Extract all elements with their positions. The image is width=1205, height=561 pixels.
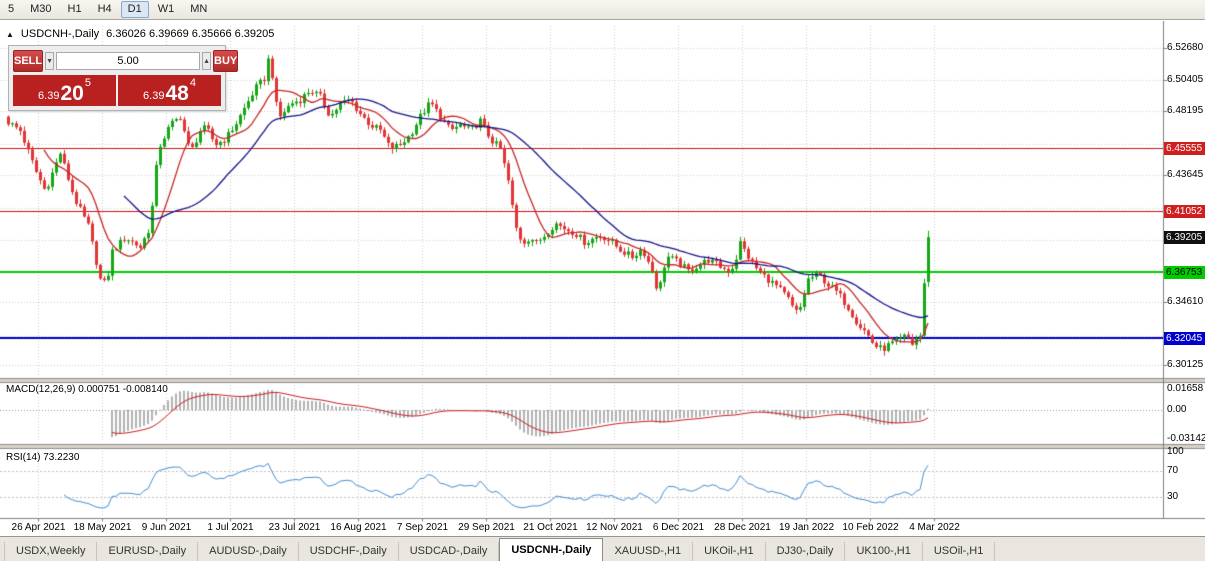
trade-prices-row: 6.39 20 5 6.39 48 4 [13,75,221,106]
volume-increase-button[interactable]: ▲ [202,52,211,70]
date-label: 7 Sep 2021 [396,522,449,533]
buy-price-display[interactable]: 6.39 48 4 [118,75,221,106]
timeframe-button-w1[interactable]: W1 [157,3,175,15]
price-line-tag: 6.45555 [1164,142,1205,156]
chart-tab-eurusd-daily[interactable]: EURUSD-,Daily [97,542,199,561]
one-click-toggle-icon[interactable]: ▲ [6,29,14,39]
date-label: 18 May 2021 [73,522,132,533]
chart-tab-ukoil-h1[interactable]: UKOil-,H1 [693,542,766,561]
price-line-tag: 6.41052 [1164,205,1205,219]
date-label: 26 Apr 2021 [11,522,66,533]
timeframe-button-m30[interactable]: M30 [30,3,52,15]
chart-area: ▲ USDCNH-,Daily 6.36026 6.39669 6.35666 … [0,21,1205,535]
chart-tab-dj30-daily[interactable]: DJ30-,Daily [766,542,846,561]
chart-tab-usoil-h1[interactable]: USOil-,H1 [923,542,996,561]
macd-axis-label: 0.01658 [1167,383,1204,394]
macd-axis-label: 0.00 [1167,403,1187,415]
price-axis-label: 6.50405 [1167,73,1204,85]
buy-price-pip: 4 [189,77,196,89]
timeframe-button-mn[interactable]: MN [190,3,208,15]
chart-tab-usdx-weekly[interactable]: USDX,Weekly [4,542,98,561]
chart-tab-usdchf-daily[interactable]: USDCHF-,Daily [299,542,399,561]
price-axis-label: 6.48195 [1167,105,1204,116]
sell-button[interactable]: SELL [13,50,44,72]
price-line-tag: 6.36753 [1164,265,1205,279]
timeframe-button-h4[interactable]: H4 [97,3,112,15]
sell-price-pip: 5 [84,77,91,89]
macd-indicator-label: MACD(12,26,9) 0.000751 -0.008140 [6,384,168,395]
timeframe-button-h1[interactable]: H1 [67,3,82,15]
macd-axis-label: -0.03142 [1167,433,1205,444]
rsi-axis-label: 30 [1167,490,1179,502]
buy-price-prefix: 6.39 [143,90,165,102]
date-label: 6 Dec 2021 [652,522,705,533]
one-click-trading-panel: SELL ▼ ▲ BUY 6.39 20 5 6.39 48 4 [8,45,239,111]
date-label: 28 Dec 2021 [714,522,771,533]
price-axis-label: 6.52680 [1167,42,1204,54]
date-label: 4 Mar 2022 [909,522,960,533]
date-label: 29 Sep 2021 [458,522,515,533]
timeframe-button-5[interactable]: 5 [8,3,15,15]
date-label: 21 Oct 2021 [523,522,578,533]
date-label: 23 Jul 2021 [268,522,321,533]
price-axis-label: 6.43645 [1167,168,1204,180]
chart-tab-xauusd-h1[interactable]: XAUUSD-,H1 [603,542,694,561]
date-label: 9 Jun 2021 [141,522,192,533]
chart-tab-usdcnh-daily[interactable]: USDCNH-,Daily [499,538,604,561]
date-label: 12 Nov 2021 [586,522,643,533]
chart-symbol-label: USDCNH-,Daily [20,28,100,40]
rsi-axis-label: 100 [1167,446,1184,457]
chart-tab-audusd-daily[interactable]: AUDUSD-,Daily [198,542,299,561]
date-label: 19 Jan 2022 [778,522,835,533]
chart-tabs-bar: USDX,Weekly EURUSD-,Daily AUDUSD-,Daily USD… [0,536,1205,561]
chart-tab-usdcad-daily[interactable]: USDCAD-,Daily [399,542,500,561]
timeframe-button-d1[interactable]: D1 [120,1,149,18]
buy-button[interactable]: BUY [213,50,239,72]
sell-price-big: 20 [60,82,84,105]
date-label: 16 Aug 2021 [330,522,387,533]
price-axis-label: 6.30125 [1167,358,1204,370]
rsi-indicator-label: RSI(14) 73.2230 [6,452,80,463]
volume-decrease-button[interactable]: ▼ [45,52,55,70]
chart-ohlc-values: 6.36026 6.39669 6.35666 6.39205 [106,28,275,40]
price-line-tag: 6.32045 [1164,331,1205,345]
rsi-axis-label: 70 [1167,464,1179,476]
sell-price-display[interactable]: 6.39 20 5 [13,75,116,106]
price-line-tag: 6.39205 [1164,231,1205,245]
volume-input[interactable] [56,52,201,70]
date-label: 10 Feb 2022 [842,522,899,533]
chart-tab-uk100-h1[interactable]: UK100-,H1 [845,542,923,561]
sell-price-prefix: 6.39 [38,90,60,102]
trade-controls-row: SELL ▼ ▲ BUY [13,50,239,72]
buy-price-big: 48 [165,82,189,105]
timeframe-toolbar: 5 M30 H1 H4 D1 W1 MN [0,0,1205,20]
price-axis-label: 6.34610 [1167,295,1204,307]
date-label: 1 Jul 2021 [207,522,254,533]
chart-title: ▲ USDCNH-,Daily 6.36026 6.39669 6.35666 … [6,28,274,40]
